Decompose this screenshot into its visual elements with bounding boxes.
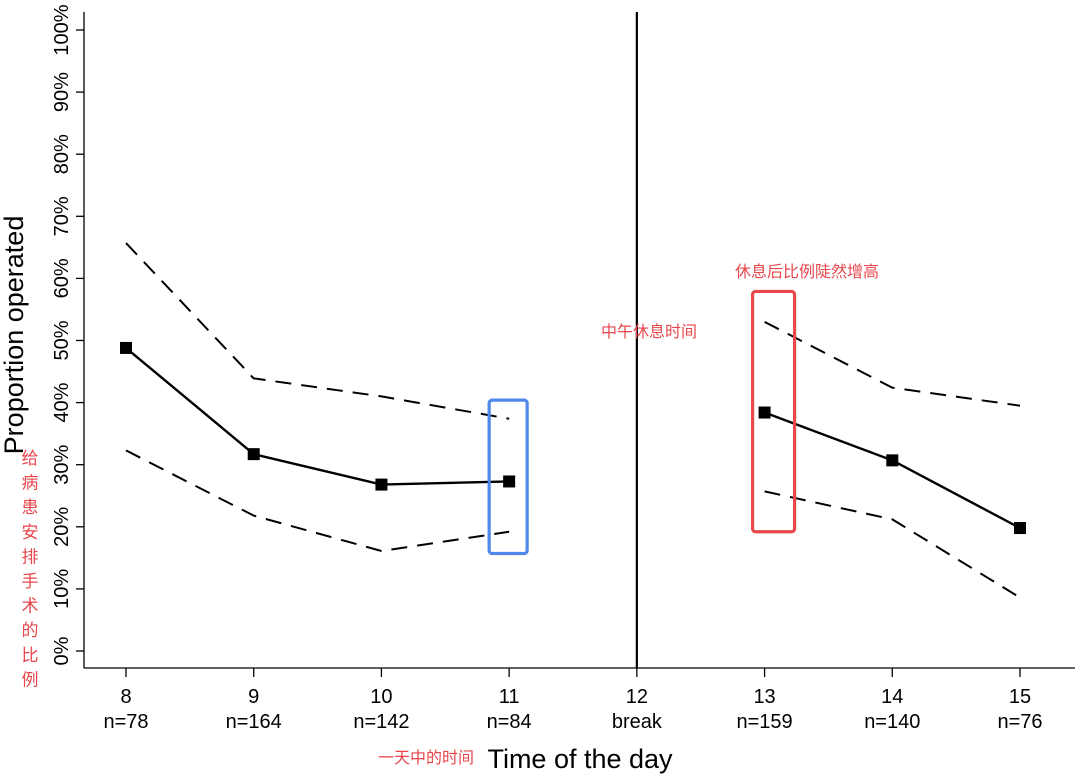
y-tick-label: 80%: [51, 134, 73, 174]
y-tick-label: 10%: [51, 569, 73, 609]
x-tick-label: 15: [1009, 686, 1031, 708]
x-tick-count: n=78: [103, 711, 148, 733]
rise-annotation: 休息后比例陡然增高: [735, 262, 879, 281]
data-point-marker: [503, 475, 516, 488]
y-tick-label: 60%: [51, 258, 73, 298]
y-axis-note-char: 术: [22, 597, 39, 617]
x-tick-count: n=140: [864, 711, 920, 733]
y-axis-note-char: 例: [22, 670, 39, 690]
x-tick-count: n=84: [487, 711, 532, 733]
series-line: [764, 411, 1021, 530]
x-tick-label: 11: [499, 686, 520, 708]
series-group: [125, 242, 1021, 599]
x-tick-count: break: [612, 711, 663, 733]
y-axis-title: Proportion operated: [0, 216, 29, 455]
x-tick-count: n=164: [226, 711, 282, 733]
data-point-marker: [375, 478, 388, 491]
ci-dashed-line: [764, 320, 1021, 407]
x-tick-label: 14: [881, 686, 903, 708]
y-axis-note-char: 比: [22, 646, 39, 666]
y-axis-note-char: 给: [22, 449, 39, 469]
x-tick-count: n=142: [353, 711, 409, 733]
x-axis-note: 一天中的时间: [378, 748, 474, 767]
y-axis-note-char: 患: [22, 498, 39, 518]
data-point-marker: [886, 454, 899, 467]
y-axis-note-char: 的: [22, 621, 39, 641]
x-tick-label: 9: [248, 686, 259, 708]
data-point-marker: [247, 448, 260, 461]
y-tick-label: 0%: [51, 636, 73, 665]
y-tick-label: 70%: [51, 196, 73, 236]
x-tick-label: 13: [753, 686, 775, 708]
ci-dashed-line: [125, 449, 510, 553]
ci-dashed-line: [764, 490, 1021, 599]
data-point-marker: [120, 341, 132, 354]
y-tick-label: 40%: [51, 382, 73, 422]
x-tick-label: 12: [626, 686, 648, 708]
y-tick-label: 90%: [51, 72, 73, 112]
y-tick-label: 20%: [51, 507, 73, 547]
x-tick-label: 8: [120, 686, 131, 708]
x-axis-title: Time of the day: [487, 744, 673, 774]
series-line: [125, 347, 510, 486]
axes-group: 0% 10% 20% 30% 40% 50% 60% 70% 80% 90% 100% 8 n=78 9 n…: [51, 4, 1075, 733]
y-axis-note-char: 安: [22, 523, 39, 543]
y-axis-note-char: 排: [22, 547, 39, 567]
y-axis-note-char: 手: [22, 572, 39, 592]
markers-group: [120, 341, 1026, 535]
x-tick-count: n=76: [997, 711, 1042, 733]
y-tick-label: 100%: [51, 4, 73, 55]
break-annotation: 中午休息时间: [601, 322, 697, 341]
x-tick-count: n=159: [736, 711, 792, 733]
highlight-box-11am: [487, 398, 529, 556]
y-tick-label: 50%: [51, 320, 73, 360]
data-point-marker: [758, 406, 771, 419]
x-tick-label: 10: [370, 686, 392, 708]
y-tick-label: 30%: [51, 444, 73, 484]
ci-dashed-line: [125, 242, 510, 420]
y-axis-note-char: 病: [22, 474, 39, 494]
highlight-box-13pm: [750, 289, 797, 534]
data-point-marker: [1014, 522, 1026, 535]
